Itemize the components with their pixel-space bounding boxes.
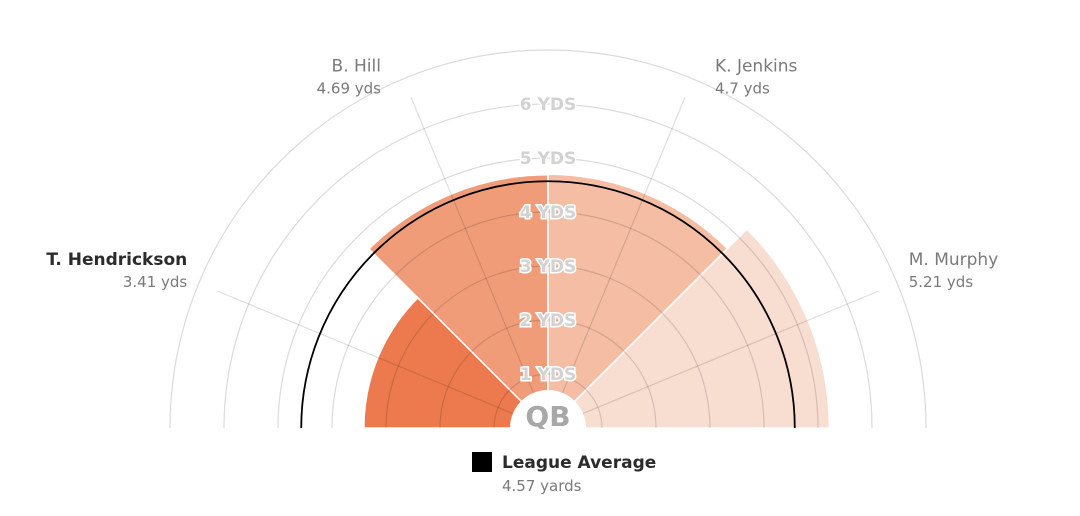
sector-t-hendrickson: [363, 296, 550, 429]
legend-title: League Average: [502, 453, 656, 473]
ring-label-2: 2 YDS: [520, 311, 576, 331]
label-name-m-murphy: M. Murphy: [909, 250, 999, 270]
baseline-mask: [0, 429, 1080, 459]
spoke-2: [410, 97, 549, 429]
grid-ring-5: [277, 157, 819, 429]
spoke-1: [217, 290, 549, 429]
label-name-k-jenkins: K. Jenkins: [715, 56, 798, 76]
label-value-b-hill: 4.69 yds: [317, 79, 382, 97]
label-value-t-hendrickson: 3.41 yds: [123, 273, 188, 291]
ring-label-5: 5 YDS: [520, 149, 576, 169]
player-labels-layer: T. Hendrickson 3.41 yds B. Hill 4.69 yds K. …: [46, 56, 998, 291]
sector-m-murphy: [546, 228, 831, 429]
league-average-layer: [300, 180, 796, 429]
sector-k-jenkins: [547, 173, 729, 430]
sector-b-hill: [367, 173, 549, 430]
legend-swatch-league-average: [472, 452, 492, 472]
label-value-k-jenkins: 4.7 yds: [715, 79, 770, 97]
qb-center-label: QB: [525, 400, 570, 433]
ring-label-3: 3 YDS: [520, 257, 576, 277]
label-name-b-hill: B. Hill: [332, 56, 381, 76]
spoke-3: [547, 97, 686, 429]
league-average-arc: [300, 180, 796, 429]
spoke-4: [547, 290, 879, 429]
grid-ring-6: [223, 103, 873, 429]
grid-ring-1: [493, 373, 603, 429]
grid-ring-4: [331, 211, 765, 429]
center-layer: QB: [0, 390, 1080, 466]
legend-value: 4.57 yards: [502, 477, 582, 495]
spokes-layer: [217, 97, 879, 429]
ring-label-4: 4 YDS: [520, 203, 576, 223]
label-name-t-hendrickson: T. Hendrickson: [46, 250, 187, 270]
ring-label-6: 6 YDS: [520, 95, 576, 115]
grid-layer: [169, 49, 927, 429]
grid-ring-7: [169, 49, 927, 429]
ring-label-1: 1 YDS: [520, 365, 576, 385]
grid-ring-2: [439, 319, 657, 429]
legend: League Average 4.57 yards: [472, 452, 656, 495]
sectors-layer: [363, 173, 831, 430]
label-value-m-murphy: 5.21 yds: [909, 273, 974, 291]
grid-ring-3: [385, 265, 711, 429]
ring-labels-layer: 1 YDS 2 YDS 3 YDS 4 YDS 5 YDS 6 YDS: [518, 94, 577, 387]
